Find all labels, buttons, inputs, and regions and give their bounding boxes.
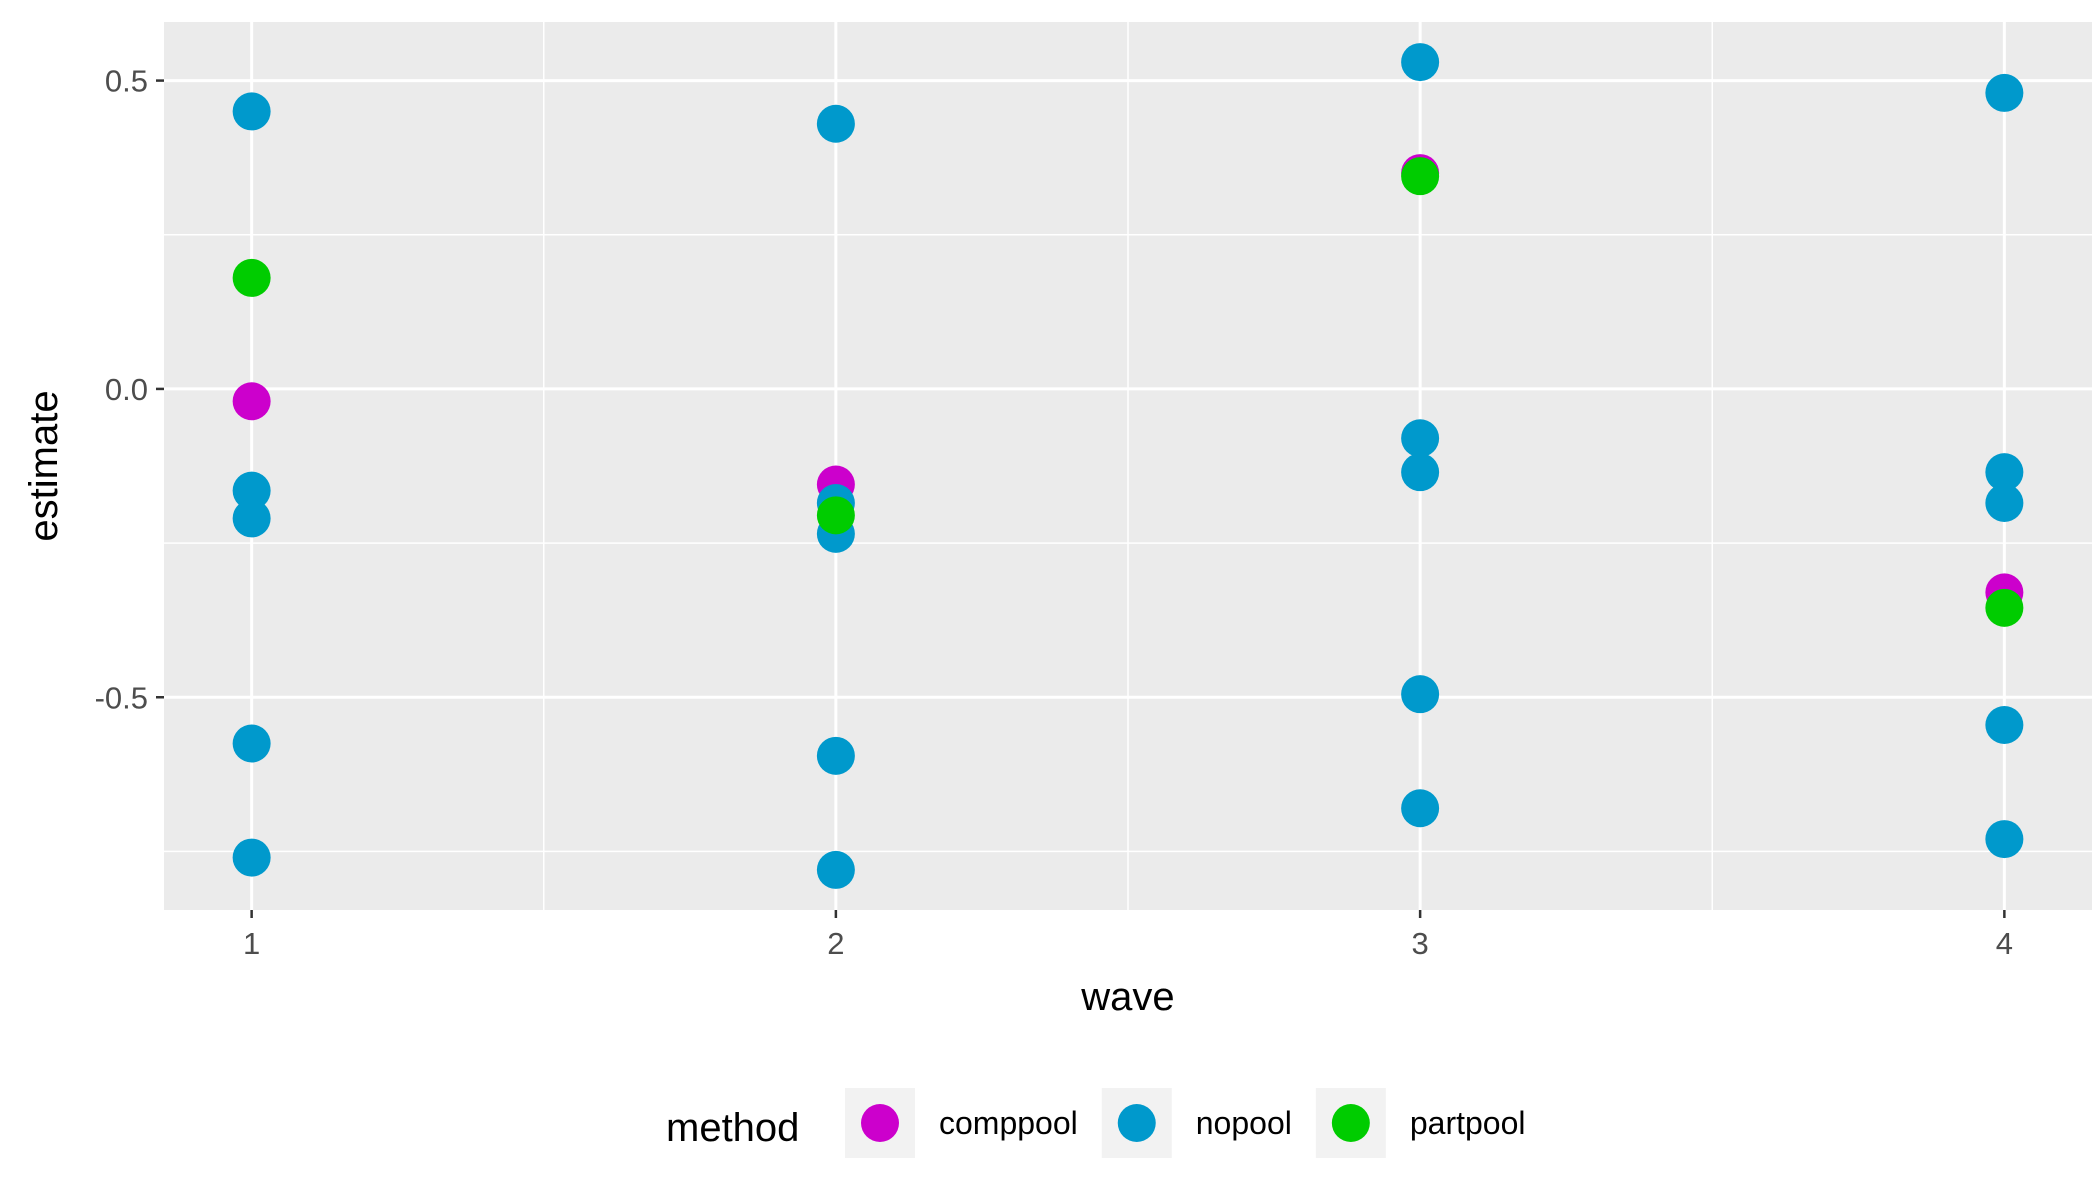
legend-swatch-partpool [1331,1104,1370,1142]
y-tick-label: 0.5 [105,64,148,99]
y-tick-label: -0.5 [95,680,148,715]
point-partpool [816,496,855,535]
point-nopool [816,736,855,775]
point-partpool [232,258,271,297]
legend-label-comppool: comppool [939,1105,1078,1141]
point-nopool [1985,484,2024,522]
minor-gridlines [164,22,2092,910]
y-tick-label: 0.0 [105,372,148,407]
y-axis-title: estimate [22,390,66,541]
point-nopool [1401,43,1440,82]
tick-labels: 1 2 3 4 0.5 0.0 -0.5 [95,64,2013,961]
point-nopool [1401,675,1440,714]
legend-swatch-comppool [861,1104,899,1142]
x-tick-label: 3 [1411,926,1428,961]
point-nopool [1985,706,2024,744]
legend-title: method [666,1106,799,1150]
point-nopool [1401,789,1440,828]
axis-ticks [156,79,2006,918]
x-tick-label: 4 [1996,926,2013,961]
point-nopool [1401,419,1440,458]
point-partpool [1401,157,1440,196]
point-nopool [232,92,271,131]
point-nopool [232,471,271,510]
point-nopool [816,104,855,143]
x-axis-title: wave [1080,975,1174,1019]
x-tick-label: 2 [827,926,844,961]
point-comppool [232,382,271,421]
point-nopool [232,499,271,538]
legend: method comppool nopool partpool [666,1088,1525,1158]
point-nopool [232,724,271,763]
legend-label-partpool: partpool [1410,1105,1526,1141]
point-nopool [1985,453,2024,492]
point-nopool [1985,820,2024,859]
legend-swatch-nopool [1117,1104,1156,1142]
point-nopool [816,850,855,889]
point-nopool [1401,453,1440,492]
data-points [232,43,2024,889]
legend-label-nopool: nopool [1196,1105,1292,1141]
point-partpool [1985,588,2024,627]
x-tick-label: 1 [243,926,260,961]
point-nopool [232,838,271,877]
point-nopool [1985,73,2024,112]
